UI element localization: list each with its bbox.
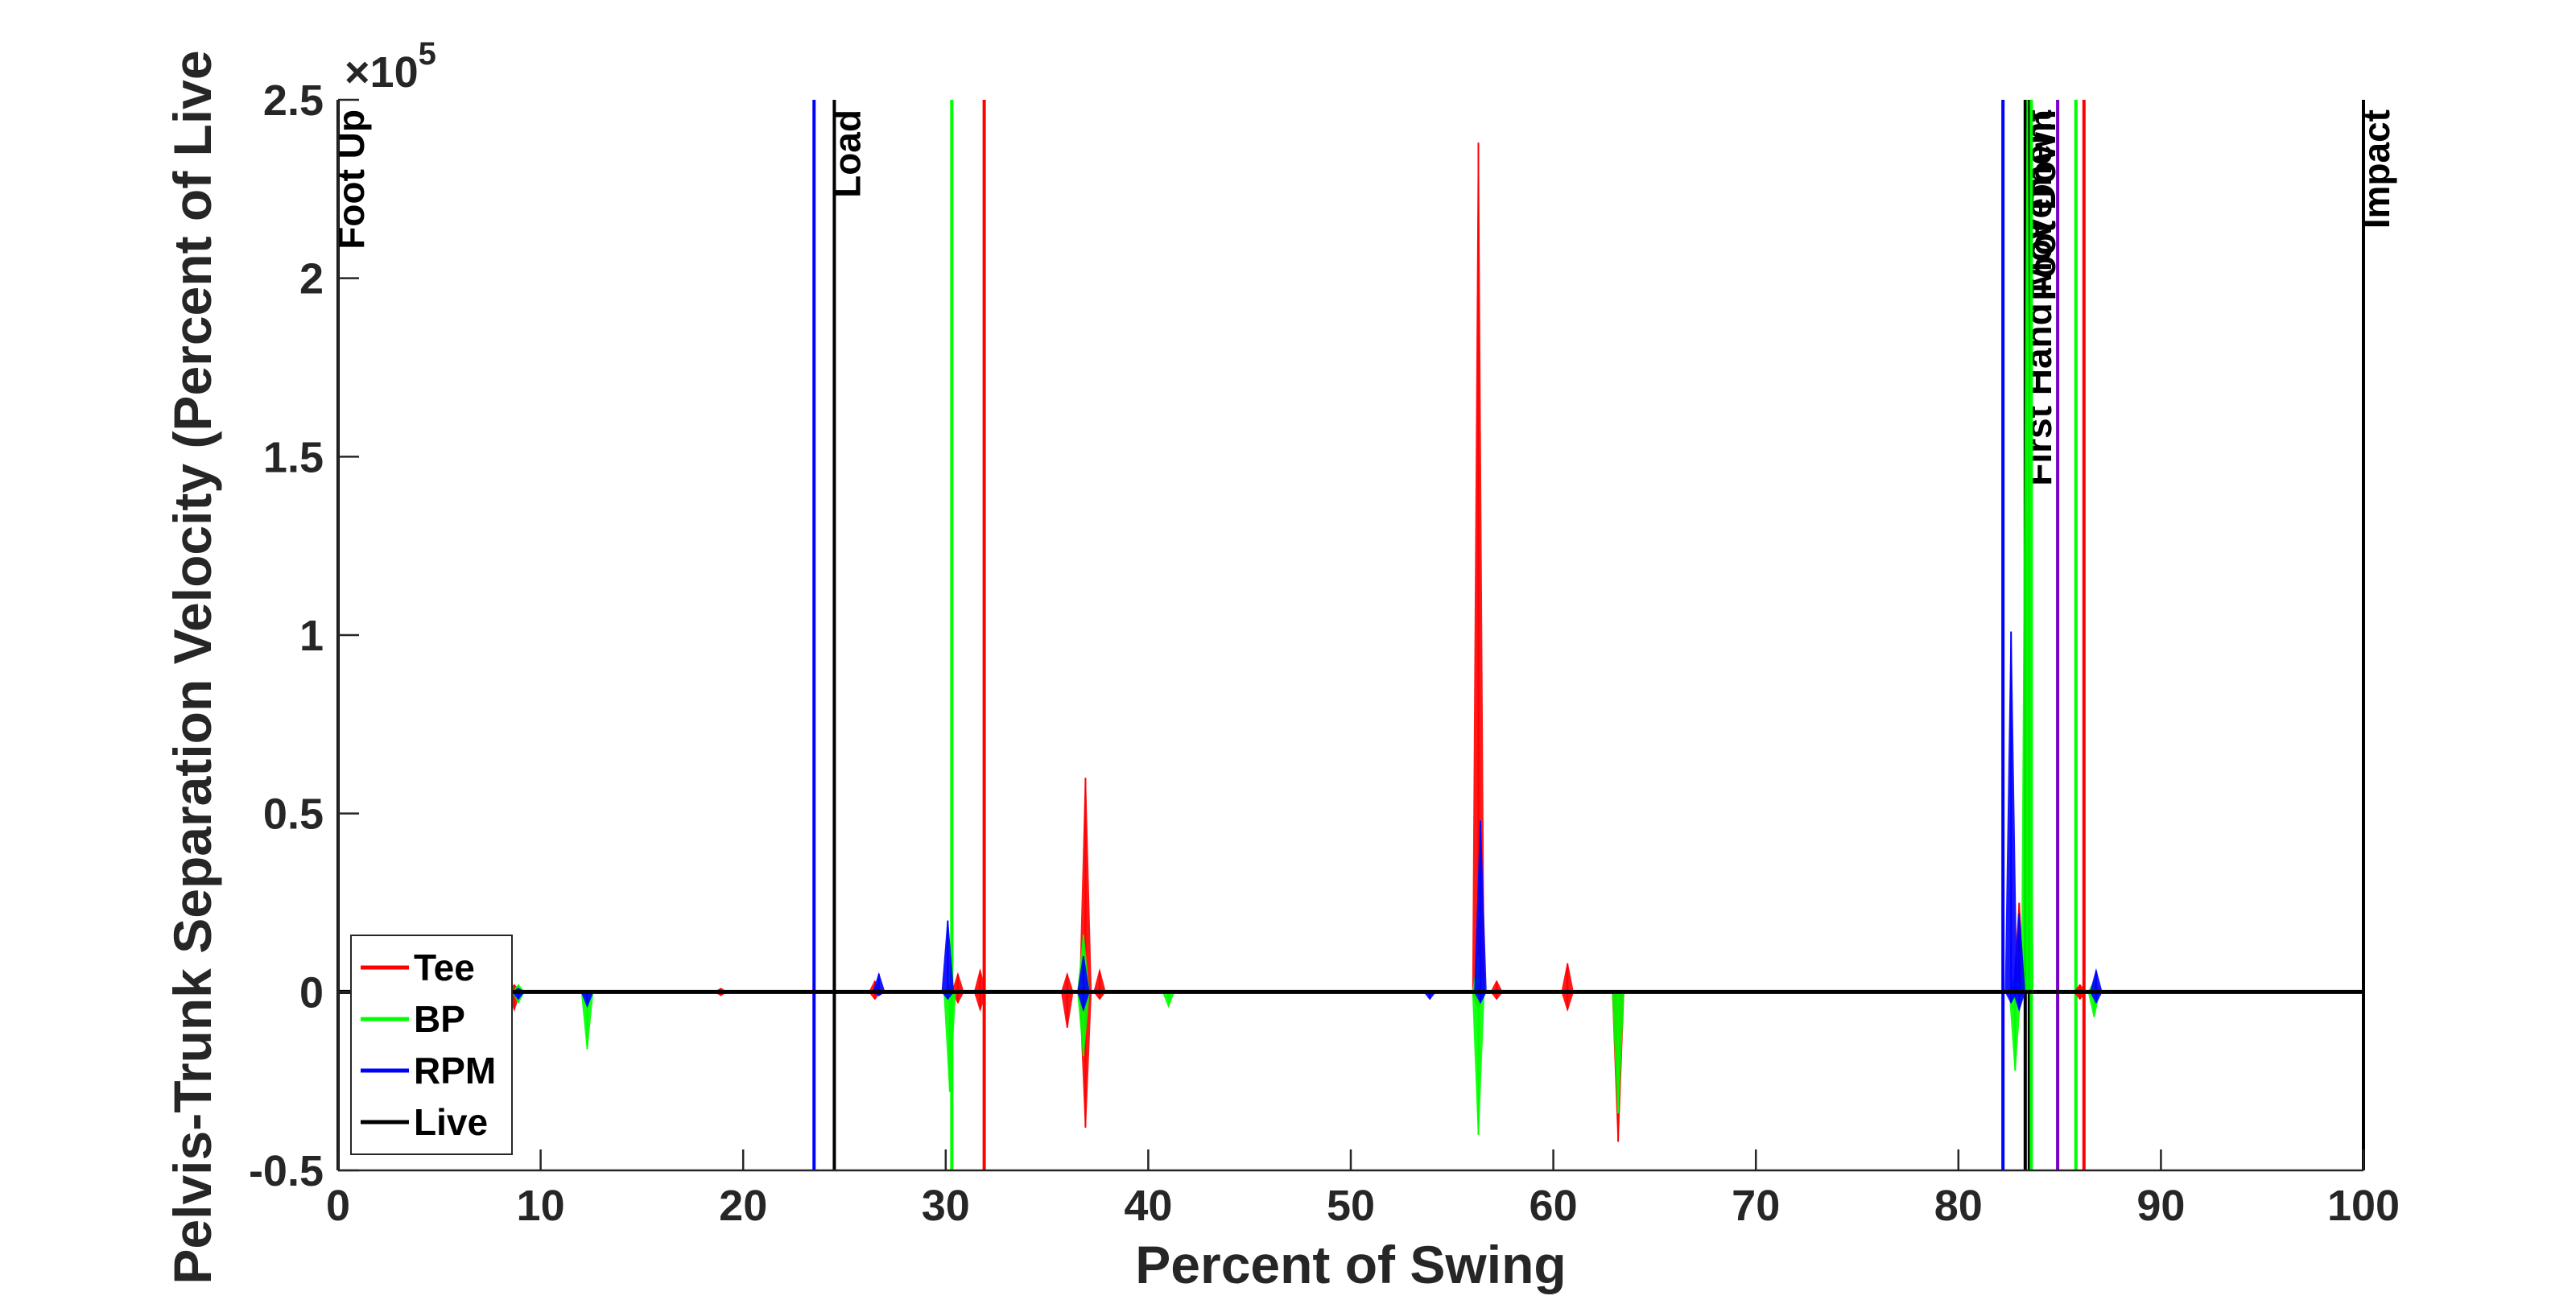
y-tick-label: 1 <box>299 612 324 660</box>
y-tick-label: -0.5 <box>249 1147 324 1195</box>
legend-entry: Tee <box>414 947 475 988</box>
x-tick-label: 80 <box>1934 1182 1983 1230</box>
y-tick-label: 2 <box>299 255 324 303</box>
x-tick-label: 0 <box>326 1182 350 1230</box>
y-exponent-label: ×105 <box>345 36 436 97</box>
x-tick-label: 20 <box>719 1182 767 1230</box>
legend-entry: BP <box>414 998 465 1040</box>
x-tick-label: 70 <box>1732 1182 1780 1230</box>
legend-entry: Live <box>414 1101 488 1143</box>
y-exponent-power: 5 <box>419 36 436 72</box>
event-label: Load <box>826 109 868 198</box>
x-tick-label: 90 <box>2136 1182 2185 1230</box>
x-tick-label: 60 <box>1530 1182 1578 1230</box>
series-group <box>338 99 2363 1142</box>
x-tick-label: 100 <box>2327 1182 2400 1230</box>
y-tick-label: 2.5 <box>263 76 324 125</box>
event-label: First Hand Movement <box>2017 109 2059 486</box>
y-tick-label: 1.5 <box>263 433 324 481</box>
y-tick-label: 0 <box>299 968 324 1017</box>
x-tick-label: 50 <box>1327 1182 1375 1230</box>
legend-entry: RPM <box>414 1050 496 1091</box>
x-tick-label: 10 <box>517 1182 565 1230</box>
legend-box <box>350 935 513 1155</box>
x-axis-title: Percent of Swing <box>1135 1235 1566 1294</box>
y-axis-title: Pelvis-Trunk Separation Velocity (Percen… <box>163 50 222 1284</box>
event-label: Foot Up <box>330 109 372 250</box>
event-label: Impact <box>2355 109 2397 229</box>
legend: Tee BP RPM Live <box>350 935 513 1155</box>
x-tick-label: 40 <box>1124 1182 1172 1230</box>
y-tick-label: 0.5 <box>263 790 324 839</box>
x-tick-label: 30 <box>922 1182 970 1230</box>
